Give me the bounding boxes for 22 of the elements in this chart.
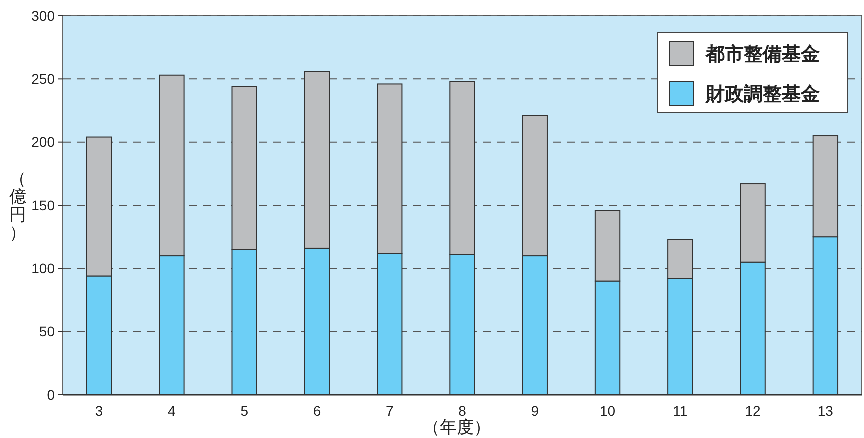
legend-label: 都市整備基金	[705, 44, 820, 66]
y-tick-label: 250	[32, 71, 56, 88]
y-axis-title: （億円）	[10, 169, 26, 242]
x-tick-label: 6	[313, 403, 322, 419]
x-tick-label: 10	[600, 403, 616, 419]
x-tick-label: 3	[95, 403, 104, 419]
x-tick-label: 13	[818, 403, 834, 419]
x-tick-label: 4	[168, 403, 176, 419]
x-tick-label: 5	[240, 403, 249, 419]
x-tick-label: 8	[458, 403, 467, 419]
y-tick-label: 200	[32, 134, 56, 150]
x-axis-title: （年度）	[423, 418, 491, 437]
y-tick-label: 100	[32, 260, 56, 277]
y-tick-label: 0	[47, 386, 56, 403]
y-tick-label: 150	[32, 197, 56, 214]
y-tick-label: 300	[32, 8, 56, 24]
legend-label: 財政調整基金	[705, 84, 820, 106]
x-tick-label: 12	[745, 403, 762, 419]
x-tick-label: 9	[531, 403, 540, 419]
x-tick-label: 11	[673, 403, 688, 419]
x-tick-label: 7	[386, 403, 394, 419]
y-tick-label: 50	[39, 324, 56, 340]
